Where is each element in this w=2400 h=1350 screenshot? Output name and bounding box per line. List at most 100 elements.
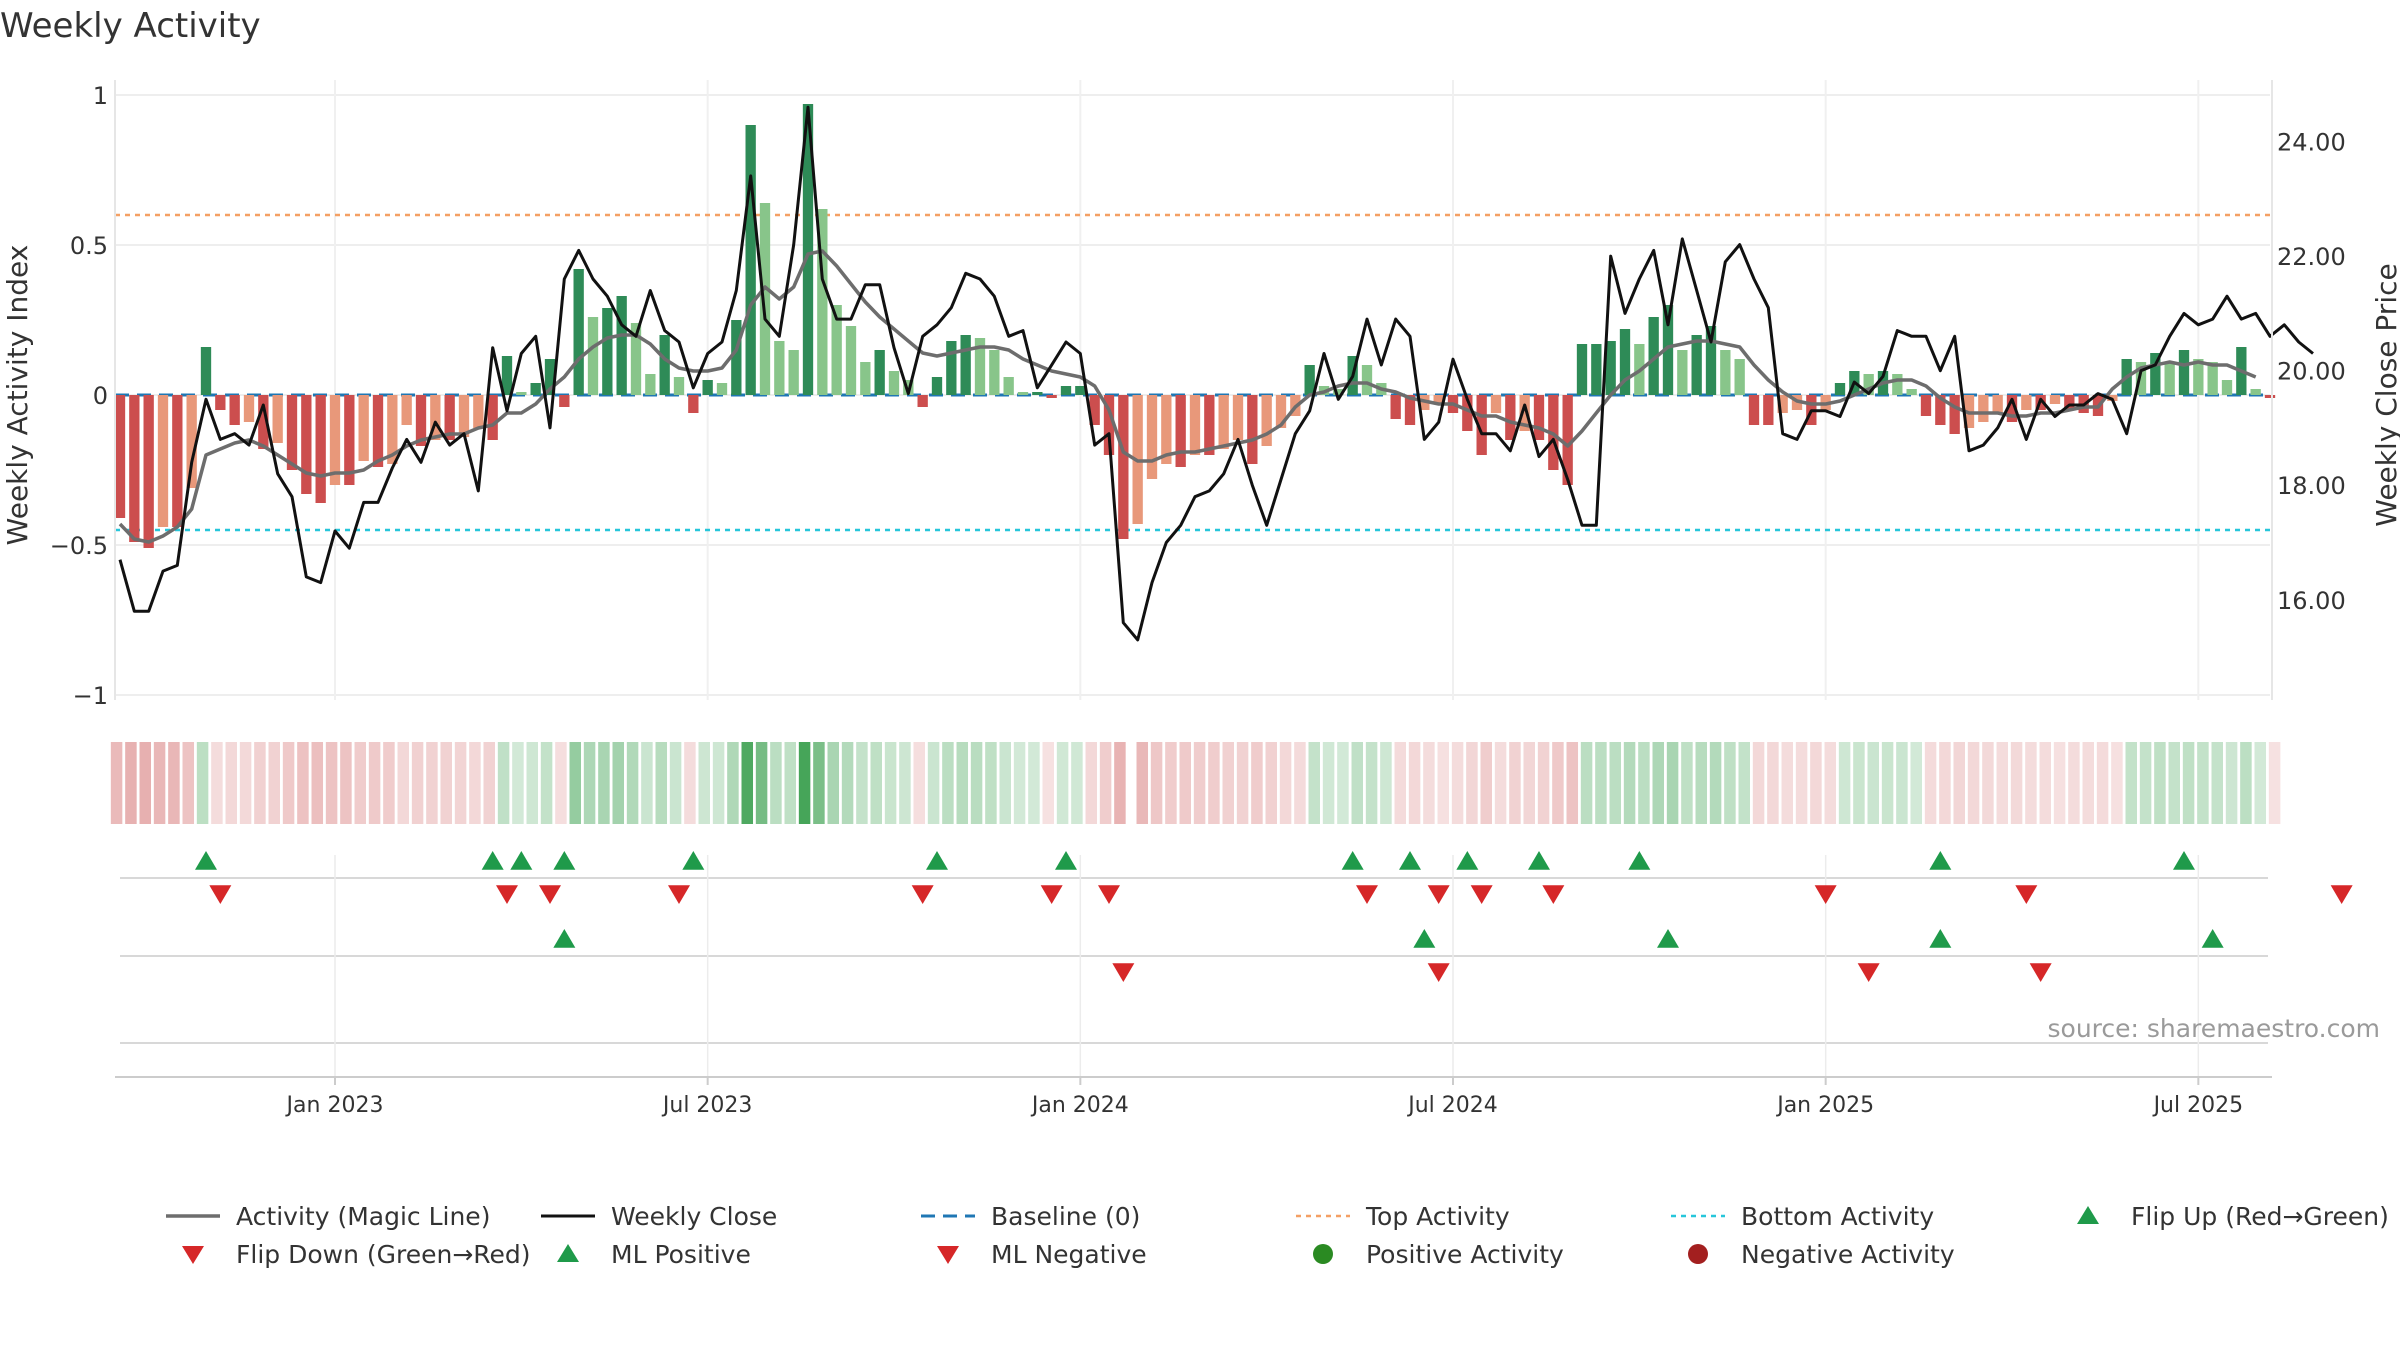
activity-bar — [716, 383, 728, 395]
ml-negative-marker — [1857, 963, 1880, 982]
flip-up-marker — [1456, 851, 1479, 870]
heatmap-cell — [125, 742, 137, 824]
flip-down-marker — [496, 885, 518, 904]
x-tick-label: Jul 2025 — [2152, 1093, 2244, 1118]
legend-label: Baseline (0) — [991, 1201, 1141, 1231]
heatmap-cell — [1085, 742, 1098, 824]
activity-bar — [874, 350, 885, 395]
heatmap-cell — [110, 742, 123, 824]
heatmap-cell — [1265, 742, 1278, 824]
legend-item: Activity (Magic Line) — [162, 1200, 490, 1232]
heatmap-cell — [1279, 742, 1292, 824]
heatmap-cell — [1193, 742, 1206, 824]
activity-bar — [301, 395, 312, 494]
heatmap-cell — [798, 742, 811, 824]
heatmap-cell — [698, 742, 711, 824]
activity-bar — [315, 395, 326, 503]
activity-bar — [272, 395, 283, 443]
ml-positive-marker — [1929, 929, 1952, 948]
heatmap-cell — [1494, 742, 1507, 824]
x-tick-label: Jul 2023 — [661, 1093, 753, 1118]
heatmap-cell — [1810, 742, 1822, 824]
heatmap-cell — [2039, 742, 2052, 824]
heatmap-cell — [1056, 742, 1069, 824]
heatmap-cell — [1480, 742, 1493, 824]
flip-down-marker — [209, 885, 232, 904]
activity-bar — [157, 395, 169, 527]
heatmap-cell — [1881, 742, 1894, 824]
legend-item: Flip Up (Red→Green) — [2057, 1200, 2389, 1232]
right-axis-label: Weekly Close Price — [2370, 263, 2400, 526]
triangle-down-icon — [182, 1246, 204, 1264]
activity-bar — [602, 308, 613, 395]
heatmap-cell — [942, 742, 954, 824]
heatmap-cell — [1208, 742, 1220, 824]
activity-bar — [1361, 365, 1373, 395]
heatmap-cell — [1380, 742, 1392, 824]
heatmap-cell — [1552, 742, 1564, 824]
heatmap-cell — [1236, 742, 1249, 824]
activity-bar — [1247, 395, 1258, 464]
flip-up-marker — [1399, 851, 1421, 870]
activity-bar — [1490, 395, 1502, 413]
legend-item: Positive Activity — [1292, 1238, 1564, 1270]
flip-down-marker — [1040, 885, 1063, 904]
dotted-cyan-icon — [1671, 1214, 1725, 1218]
heatmap-cell — [1294, 742, 1306, 824]
heatmap-cell — [1013, 742, 1026, 824]
flip-up-marker — [2173, 851, 2195, 870]
heatmap-cell — [1451, 742, 1464, 824]
triangle-up-icon — [2077, 1206, 2099, 1224]
heatmap-cell — [2111, 742, 2123, 824]
heatmap-cell — [2125, 742, 2138, 824]
heatmap-cell — [1222, 742, 1235, 824]
activity-bar — [229, 395, 240, 425]
heatmap-cell — [1042, 742, 1055, 824]
dotted-orange-icon — [1296, 1214, 1350, 1218]
heatmap-cell — [526, 742, 539, 824]
activity-bar — [659, 335, 670, 395]
activity-bar — [587, 317, 599, 395]
activity-bar — [731, 320, 742, 395]
activity-bar — [573, 269, 584, 395]
activity-bar — [1648, 317, 1659, 395]
heatmap-cell — [1351, 742, 1364, 824]
activity-bar — [1906, 389, 1917, 395]
flip-down-marker — [1098, 885, 1120, 904]
heatmap-cell — [1071, 742, 1083, 824]
heatmap-cell — [1165, 742, 1177, 824]
flip-down-marker — [1542, 885, 1565, 904]
activity-bar — [2264, 395, 2276, 398]
legend-item: ML Negative — [917, 1238, 1147, 1270]
heatmap-cell — [1322, 742, 1335, 824]
heatmap-cell — [2010, 742, 2023, 824]
flip-down-marker — [539, 885, 561, 904]
heatmap-cell — [1408, 742, 1421, 824]
ml-positive-marker — [1413, 929, 1436, 948]
ml-positive-marker — [2201, 929, 2224, 948]
activity-bar — [1462, 395, 1473, 431]
activity-bar — [960, 335, 971, 395]
legend-label: ML Negative — [991, 1239, 1147, 1269]
heatmap-cell — [2240, 742, 2252, 824]
activity-bar — [1734, 359, 1745, 395]
activity-bar — [1662, 305, 1674, 395]
heatmap-cell — [2025, 742, 2037, 824]
activity-bar — [2178, 350, 2190, 395]
heatmap-cell — [1394, 742, 1407, 824]
heatmap-cell — [1838, 742, 1851, 824]
legend-item: Baseline (0) — [917, 1200, 1140, 1232]
ml-negative-marker — [2029, 963, 2052, 982]
chart-legend: Activity (Magic Line) Weekly Close Baselin… — [160, 1200, 2400, 1290]
activity-bar — [1103, 395, 1115, 455]
activity-bar — [688, 395, 699, 413]
heatmap-cell — [2053, 742, 2066, 824]
activity-bar — [1619, 329, 1631, 395]
series-lines — [118, 105, 2314, 642]
heatmap-cell — [1867, 742, 1880, 824]
heatmap-cell — [2139, 742, 2152, 824]
legend-item: Weekly Close — [537, 1200, 777, 1232]
gridlines — [115, 80, 2270, 700]
heatmap-cell — [1179, 742, 1192, 824]
activity-bar — [2006, 395, 2018, 422]
